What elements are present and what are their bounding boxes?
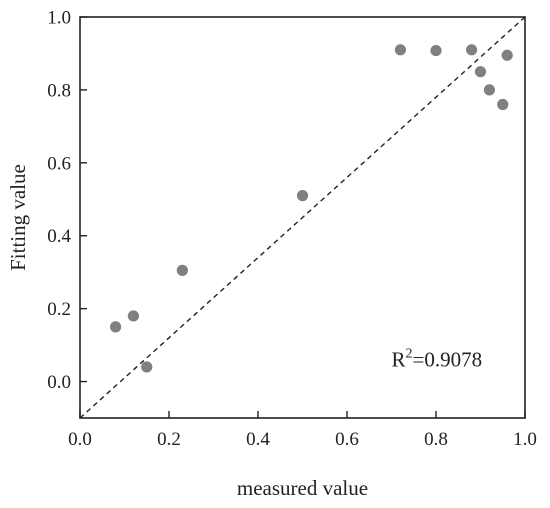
data-point — [296, 190, 309, 202]
x-tick-label: 0.4 — [246, 429, 270, 450]
data-point — [501, 49, 513, 61]
data-point — [110, 321, 122, 333]
data-point — [176, 264, 188, 276]
y-tick-label: 0.4 — [47, 226, 71, 247]
data-point — [127, 310, 139, 322]
x-tick-label: 0.8 — [424, 429, 448, 450]
y-tick-label: 0.8 — [47, 80, 71, 101]
data-point — [483, 84, 495, 96]
data-point — [474, 66, 487, 78]
data-point — [430, 44, 442, 57]
y-axis-title: Fitting value — [6, 164, 30, 271]
r-squared-value: =0.9078 — [413, 348, 483, 372]
r-squared-superscript: 2 — [406, 347, 413, 362]
plot-frame — [79, 16, 526, 419]
reference-line — [79, 16, 526, 419]
y-tick-label: 0.0 — [47, 372, 71, 393]
reference-line-layer — [79, 16, 526, 419]
data-points-layer — [110, 44, 513, 373]
r-squared-annotation: R2=0.9078 — [392, 347, 483, 372]
x-tick-label: 0.2 — [157, 429, 181, 450]
y-axis-ticks: 0.0 0.2 0.4 0.6 0.8 1.0 — [47, 8, 87, 393]
x-axis-ticks: 0.0 0.2 0.4 0.6 0.8 1.0 — [68, 411, 537, 450]
data-point — [466, 44, 478, 56]
y-tick-label: 1.0 — [47, 8, 71, 29]
y-tick-label: 0.2 — [47, 299, 71, 320]
r-squared-base: R — [392, 348, 406, 372]
data-point — [141, 361, 153, 373]
x-axis-title: measured value — [237, 476, 368, 500]
data-point — [394, 44, 406, 56]
x-tick-label: 0.6 — [335, 429, 359, 450]
data-point — [497, 98, 509, 111]
x-tick-label: 0.0 — [68, 429, 92, 450]
x-tick-label: 1.0 — [513, 429, 537, 450]
y-tick-label: 0.6 — [47, 153, 71, 174]
